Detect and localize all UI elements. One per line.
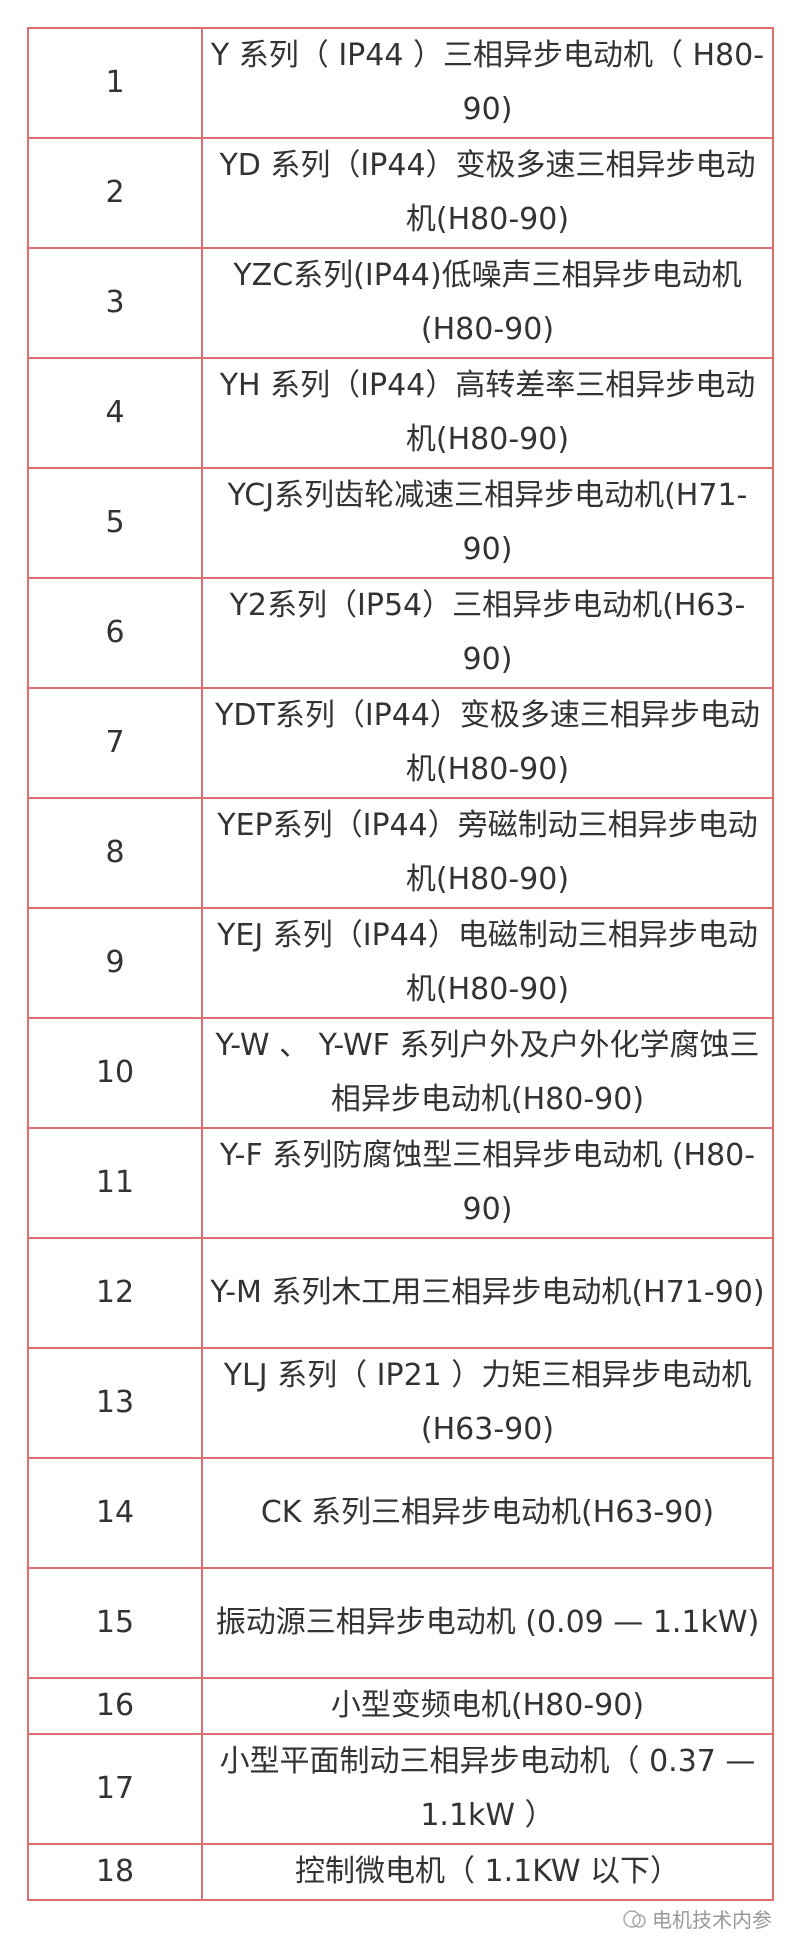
- table-row: 8 YEP系列（IP44）旁磁制动三相异步电动机(H80-90): [27, 797, 774, 909]
- row-number: 7: [27, 687, 203, 799]
- motor-series-name: YEP系列（IP44）旁磁制动三相异步电动机(H80-90): [201, 797, 774, 909]
- watermark-text: 电机技术内参: [652, 1908, 772, 1932]
- row-number: 13: [27, 1347, 203, 1459]
- row-number: 9: [27, 907, 203, 1019]
- motor-series-name: Y-F 系列防腐蚀型三相异步电动机 (H80-90): [201, 1127, 774, 1239]
- table-row: 3 YZC系列(IP44)低噪声三相异步电动机(H80-90): [27, 247, 774, 359]
- table-row: 7 YDT系列（IP44）变极多速三相异步电动机(H80-90): [27, 687, 774, 799]
- wechat-icon: [623, 1909, 646, 1928]
- motor-series-name: YCJ系列齿轮减速三相异步电动机(H71-90): [201, 467, 774, 579]
- table-row: 16 小型变频电机(H80-90): [27, 1677, 774, 1735]
- row-number: 15: [27, 1567, 203, 1679]
- row-number: 12: [27, 1237, 203, 1349]
- motor-series-name: YH 系列（IP44）高转差率三相异步电动机(H80-90): [201, 357, 774, 469]
- table-row: 15 振动源三相异步电动机 (0.09 — 1.1kW): [27, 1567, 774, 1679]
- motor-series-name: Y-W 、 Y-WF 系列户外及户外化学腐蚀三相异步电动机(H80-90): [201, 1017, 774, 1129]
- row-number: 16: [27, 1677, 203, 1735]
- motor-series-name: CK 系列三相异步电动机(H63-90): [201, 1457, 774, 1569]
- table-row: 2 YD 系列（IP44）变极多速三相异步电动机(H80-90): [27, 137, 774, 249]
- row-number: 11: [27, 1127, 203, 1239]
- row-number: 14: [27, 1457, 203, 1569]
- table-row: 17 小型平面制动三相异步电动机（ 0.37 — 1.1kW ）: [27, 1733, 774, 1845]
- motor-series-name: 小型平面制动三相异步电动机（ 0.37 — 1.1kW ）: [201, 1733, 774, 1845]
- table-row: 12 Y-M 系列木工用三相异步电动机(H71-90): [27, 1237, 774, 1349]
- table-row: 4 YH 系列（IP44）高转差率三相异步电动机(H80-90): [27, 357, 774, 469]
- row-number: 8: [27, 797, 203, 909]
- table-row: 9 YEJ 系列（IP44）电磁制动三相异步电动机(H80-90): [27, 907, 774, 1019]
- table-row: 18 控制微电机（ 1.1KW 以下）: [27, 1843, 774, 1901]
- table-row: 10 Y-W 、 Y-WF 系列户外及户外化学腐蚀三相异步电动机(H80-90): [27, 1017, 774, 1129]
- table-row: 14 CK 系列三相异步电动机(H63-90): [27, 1457, 774, 1569]
- motor-series-name: YDT系列（IP44）变极多速三相异步电动机(H80-90): [201, 687, 774, 799]
- table-row: 6 Y2系列（IP54）三相异步电动机(H63-90): [27, 577, 774, 689]
- motor-series-name: 小型变频电机(H80-90): [201, 1677, 774, 1735]
- motor-series-name: YD 系列（IP44）变极多速三相异步电动机(H80-90): [201, 137, 774, 249]
- row-number: 6: [27, 577, 203, 689]
- watermark: 电机技术内参: [622, 1904, 772, 1933]
- motor-series-name: YLJ 系列（ IP21 ）力矩三相异步电动机(H63-90): [201, 1347, 774, 1459]
- table-row: 11 Y-F 系列防腐蚀型三相异步电动机 (H80-90): [27, 1127, 774, 1239]
- motor-series-name: Y 系列（ IP44 ）三相异步电动机（ H80-90): [201, 27, 774, 139]
- motor-series-name: YZC系列(IP44)低噪声三相异步电动机(H80-90): [201, 247, 774, 359]
- row-number: 2: [27, 137, 203, 249]
- table-row: 13 YLJ 系列（ IP21 ）力矩三相异步电动机(H63-90): [27, 1347, 774, 1459]
- table-row: 5 YCJ系列齿轮减速三相异步电动机(H71-90): [27, 467, 774, 579]
- row-number: 17: [27, 1733, 203, 1845]
- motor-series-name: 振动源三相异步电动机 (0.09 — 1.1kW): [201, 1567, 774, 1679]
- row-number: 1: [27, 27, 203, 139]
- motor-series-name: YEJ 系列（IP44）电磁制动三相异步电动机(H80-90): [201, 907, 774, 1019]
- motor-series-name: Y-M 系列木工用三相异步电动机(H71-90): [201, 1237, 774, 1349]
- row-number: 10: [27, 1017, 203, 1129]
- row-number: 3: [27, 247, 203, 359]
- motor-series-name: Y2系列（IP54）三相异步电动机(H63-90): [201, 577, 774, 689]
- row-number: 18: [27, 1843, 203, 1901]
- motor-series-name: 控制微电机（ 1.1KW 以下）: [201, 1843, 774, 1901]
- row-number: 5: [27, 467, 203, 579]
- row-number: 4: [27, 357, 203, 469]
